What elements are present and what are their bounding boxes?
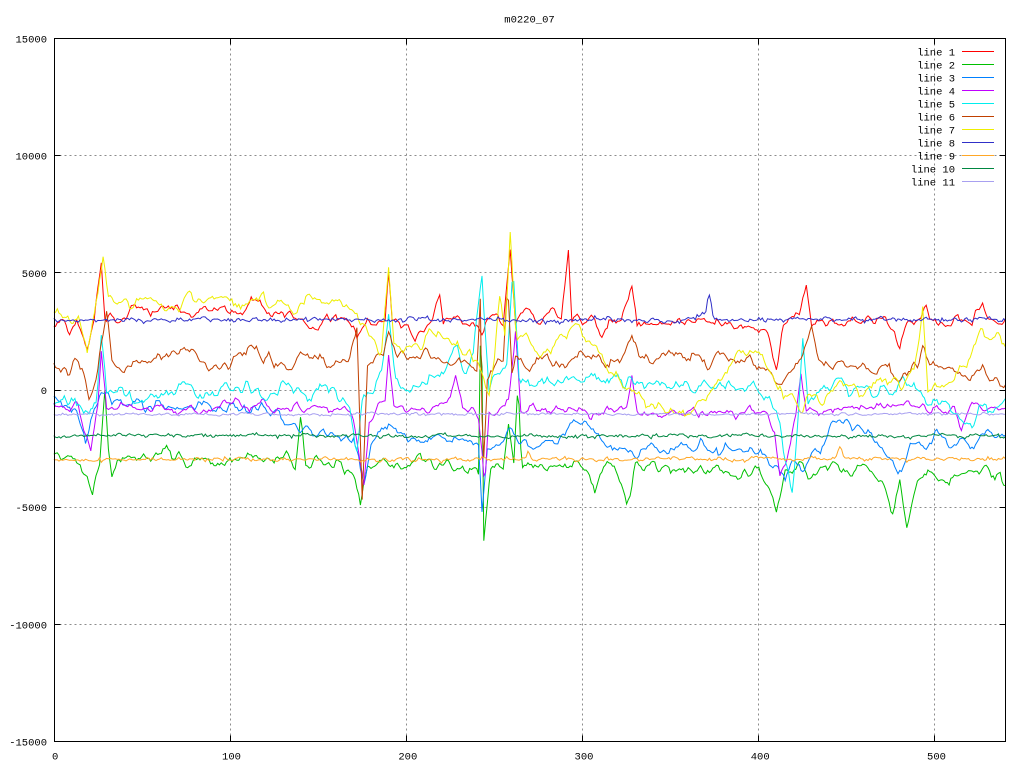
svg-text:line 5: line 5 [917, 100, 955, 112]
svg-text:line 11: line 11 [911, 178, 955, 190]
svg-text:-5000: -5000 [15, 503, 47, 515]
svg-text:5000: 5000 [22, 269, 47, 281]
svg-text:0: 0 [41, 386, 47, 398]
svg-text:line 2: line 2 [917, 61, 955, 73]
svg-text:400: 400 [751, 752, 770, 764]
svg-text:m0220_07: m0220_07 [504, 15, 554, 27]
svg-text:500: 500 [927, 752, 946, 764]
svg-text:10000: 10000 [15, 152, 47, 164]
svg-text:200: 200 [398, 752, 417, 764]
svg-text:line 8: line 8 [917, 139, 955, 151]
svg-text:100: 100 [222, 752, 241, 764]
svg-text:0: 0 [52, 752, 58, 764]
svg-text:line 4: line 4 [917, 87, 955, 99]
svg-text:line 1: line 1 [917, 48, 955, 60]
svg-text:line 3: line 3 [917, 74, 955, 86]
svg-text:300: 300 [575, 752, 594, 764]
svg-text:line 7: line 7 [917, 126, 955, 138]
svg-text:15000: 15000 [15, 35, 47, 47]
svg-text:line 6: line 6 [917, 113, 955, 125]
svg-text:-10000: -10000 [9, 620, 47, 632]
svg-text:line 10: line 10 [911, 165, 955, 177]
svg-text:line 9: line 9 [917, 152, 955, 164]
svg-text:-15000: -15000 [9, 738, 47, 750]
